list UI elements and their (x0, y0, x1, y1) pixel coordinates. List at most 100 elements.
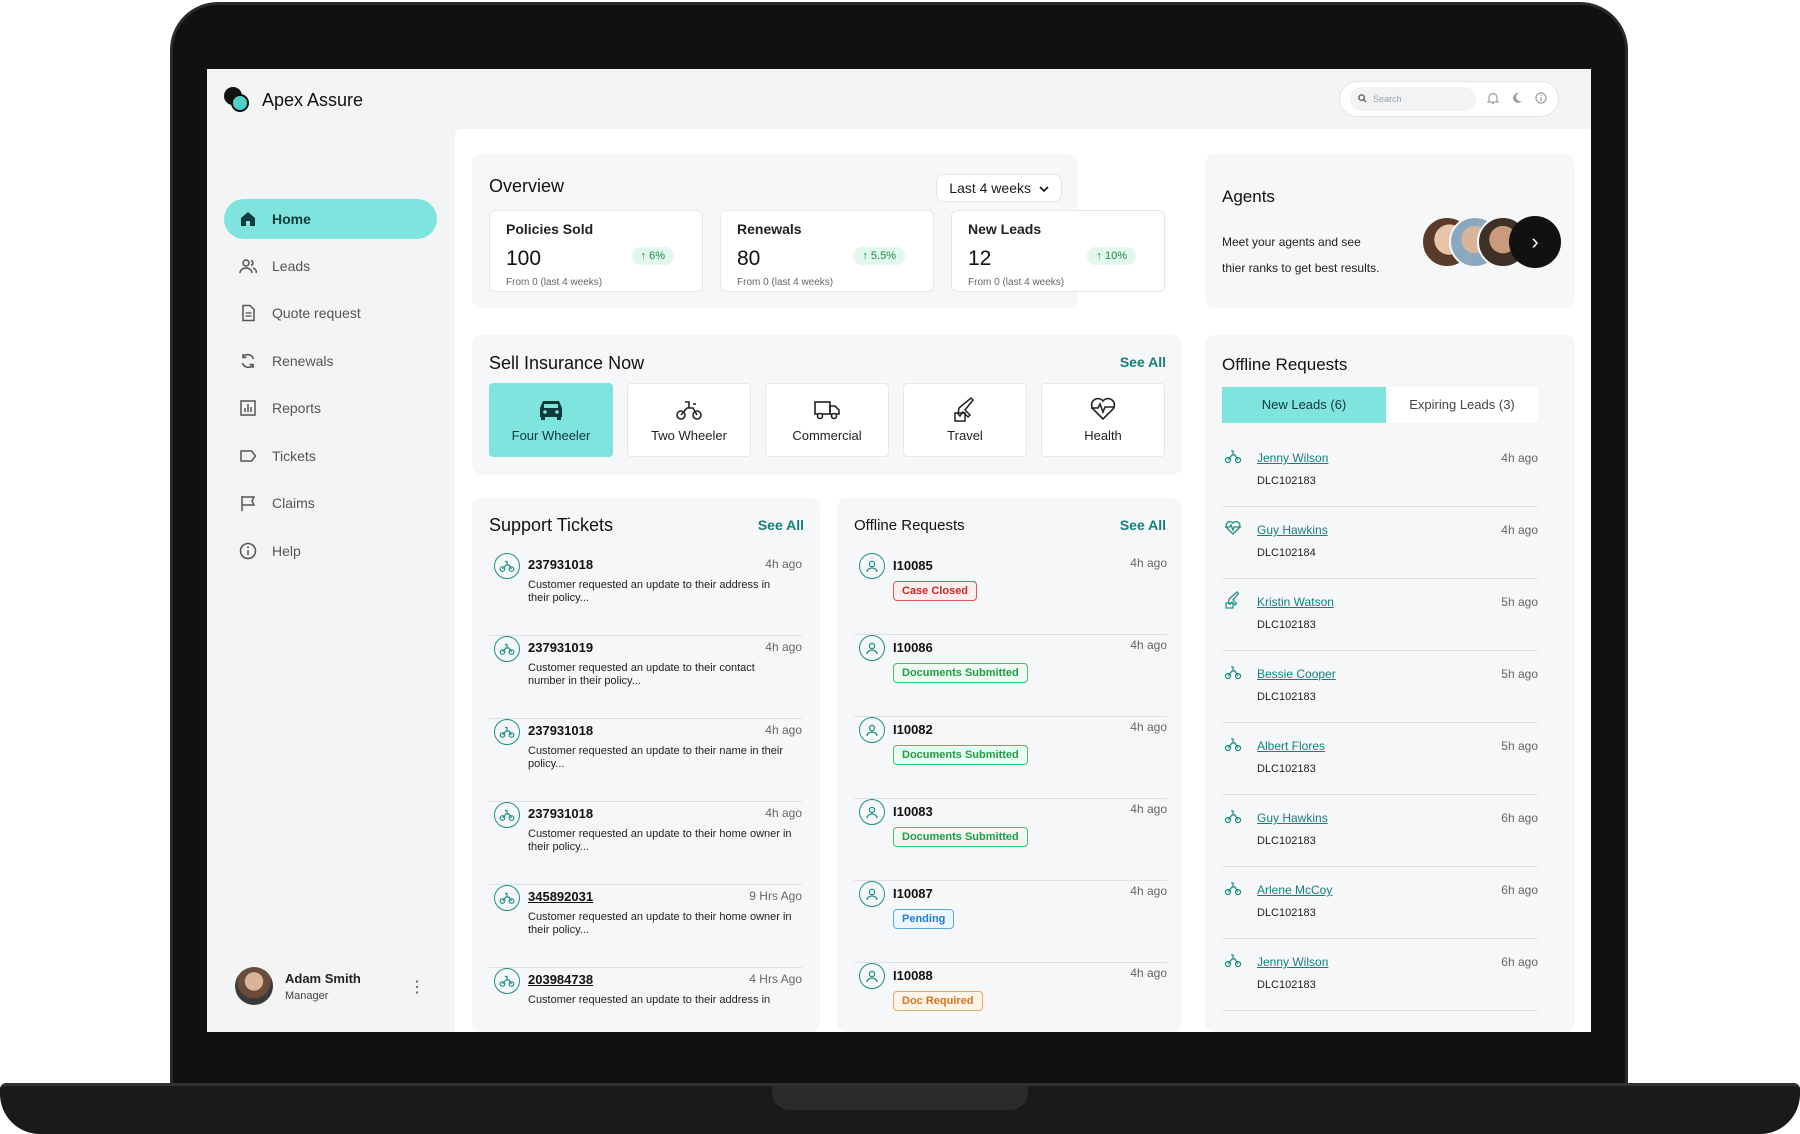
ticket-row[interactable]: 237931019 4h ago Customer requested an u… (489, 636, 802, 719)
lead-row[interactable]: Arlene McCoy DLC102183 6h ago (1222, 867, 1538, 939)
ticket-description: Customer requested an update to their co… (528, 662, 755, 687)
stat-card-renewals[interactable]: Renewals 80 From 0 (last 4 weeks) ↑ 5.5% (720, 210, 934, 292)
user-circle-icon (859, 635, 885, 661)
lead-name-link[interactable]: Jenny Wilson (1257, 451, 1329, 465)
moon-icon[interactable] (1510, 92, 1524, 106)
stat-value: 12 (968, 247, 992, 270)
request-time: 4h ago (1130, 556, 1167, 570)
lead-time: 5h ago (1501, 595, 1538, 609)
product-label: Four Wheeler (511, 428, 591, 443)
request-id: I10088 (893, 968, 933, 983)
sidebar-item-label: Quote request (272, 305, 361, 321)
ticket-row[interactable]: 203984738 4 Hrs Ago Customer requested a… (489, 968, 802, 1032)
product-four-wheeler[interactable]: Four Wheeler (489, 383, 613, 457)
stat-subtext: From 0 (last 4 weeks) (968, 277, 1065, 288)
scooter-icon (494, 553, 520, 579)
product-two-wheeler[interactable]: Two Wheeler (627, 383, 751, 457)
offline-request-row[interactable]: I10083 4h ago Documents Submitted (854, 799, 1167, 881)
overview-title: Overview (489, 176, 565, 196)
product-label: Two Wheeler (651, 428, 727, 443)
info-icon (238, 541, 258, 561)
sidebar-item-claims[interactable]: Claims (224, 483, 437, 523)
user-name: Adam Smith (285, 970, 361, 986)
sidebar-item-label: Home (272, 211, 311, 227)
offline-request-row[interactable]: I10088 4h ago Doc Required (854, 963, 1167, 1032)
lead-name-link[interactable]: Kristin Watson (1257, 595, 1334, 609)
lead-name-link[interactable]: Guy Hawkins (1257, 811, 1328, 825)
ticket-row[interactable]: 237931018 4h ago Customer requested an u… (489, 802, 802, 885)
product-health[interactable]: Health (1041, 383, 1165, 457)
offline-request-row[interactable]: I10087 4h ago Pending (854, 881, 1167, 963)
stat-value: 100 (506, 247, 542, 270)
lead-code: DLC102183 (1257, 619, 1316, 631)
lead-name-link[interactable]: Bessie Cooper (1257, 667, 1336, 681)
ticket-description: Customer requested an update to their ho… (528, 828, 792, 853)
ticket-id[interactable]: 345892031 (528, 889, 594, 904)
support-tickets-card: Support Tickets See All 237931018 4h ago… (472, 498, 820, 1032)
sidebar-item-quote-request[interactable]: Quote request (224, 293, 437, 333)
sidebar-item-reports[interactable]: Reports (224, 388, 437, 428)
lead-time: 6h ago (1501, 883, 1538, 897)
flag-icon (238, 493, 258, 513)
sidebar-item-leads[interactable]: Leads (224, 246, 437, 286)
lead-row[interactable]: Kristin Watson DLC102183 5h ago (1222, 579, 1538, 651)
ticket-row[interactable]: 237931018 4h ago Customer requested an u… (489, 553, 802, 636)
user-profile[interactable]: Adam Smith Manager ⋮ (235, 967, 425, 1005)
lead-code: DLC102183 (1257, 763, 1316, 775)
offline-request-row[interactable]: I10085 4h ago Case Closed (854, 553, 1167, 635)
stat-card-new-leads[interactable]: New Leads 12 From 0 (last 4 weeks) ↑ 10% (951, 210, 1165, 292)
sidebar-item-home[interactable]: Home (224, 199, 437, 239)
avatar (235, 967, 273, 1005)
lead-name-link[interactable]: Arlene McCoy (1257, 883, 1333, 897)
scooter-icon (1224, 951, 1242, 969)
more-vertical-icon[interactable]: ⋮ (409, 979, 425, 996)
request-time: 4h ago (1130, 802, 1167, 816)
lead-name-link[interactable]: Albert Flores (1257, 739, 1326, 753)
lead-row[interactable]: Jenny Wilson DLC102183 6h ago (1222, 939, 1538, 1011)
status-badge: Documents Submitted (893, 827, 1028, 847)
chevron-right-icon[interactable]: › (1509, 216, 1561, 268)
brand[interactable]: Apex Assure (224, 87, 363, 113)
tab-new-leads[interactable]: New Leads (6) (1222, 387, 1386, 423)
ticket-row[interactable]: 237931018 4h ago Customer requested an u… (489, 719, 802, 802)
sidebar-item-renewals[interactable]: Renewals (224, 341, 437, 381)
lead-name-link[interactable]: Guy Hawkins (1257, 523, 1328, 537)
status-badge: Pending (893, 909, 955, 929)
sidebar-item-label: Tickets (272, 448, 316, 464)
ticket-id[interactable]: 203984738 (528, 972, 594, 987)
lead-tabs: New Leads (6) Expiring Leads (3) (1222, 387, 1538, 423)
info-icon[interactable] (1534, 92, 1548, 106)
lead-row[interactable]: Guy Hawkins DLC102183 6h ago (1222, 795, 1538, 867)
offline-request-row[interactable]: I10082 4h ago Documents Submitted (854, 717, 1167, 799)
user-circle-icon (859, 717, 885, 743)
search-input[interactable]: Search (1350, 87, 1476, 111)
tab-expiring-leads[interactable]: Expiring Leads (3) (1409, 397, 1515, 412)
status-badge: Documents Submitted (893, 663, 1028, 683)
sidebar-item-tickets[interactable]: Tickets (224, 436, 437, 476)
top-bar: Apex Assure Search (207, 69, 1591, 129)
bell-icon[interactable] (1486, 92, 1500, 106)
see-all-link[interactable]: See All (757, 517, 804, 533)
search-placeholder: Search (1373, 94, 1402, 104)
product-commercial[interactable]: Commercial (765, 383, 889, 457)
lead-row[interactable]: Bessie Cooper DLC102183 5h ago (1222, 651, 1538, 723)
lead-time: 5h ago (1501, 667, 1538, 681)
lead-row[interactable]: Guy Hawkins DLC102184 4h ago (1222, 507, 1538, 579)
user-circle-icon (859, 799, 885, 825)
lead-code: DLC102183 (1257, 979, 1316, 991)
lead-time: 6h ago (1501, 955, 1538, 969)
offline-request-row[interactable]: I10086 4h ago Documents Submitted (854, 635, 1167, 717)
product-travel[interactable]: Travel (903, 383, 1027, 457)
range-select[interactable]: Last 4 weeks (936, 174, 1062, 202)
lead-row[interactable]: Jenny Wilson DLC102183 4h ago (1222, 435, 1538, 507)
ticket-row[interactable]: 345892031 9 Hrs Ago Customer requested a… (489, 885, 802, 968)
support-tickets-title: Support Tickets (489, 515, 614, 535)
stat-label: Policies Sold (506, 221, 594, 237)
lead-code: DLC102183 (1257, 835, 1316, 847)
sidebar-item-help[interactable]: Help (224, 531, 437, 571)
see-all-link[interactable]: See All (1119, 517, 1166, 533)
stat-card-policies-sold[interactable]: Policies Sold 100 From 0 (last 4 weeks) … (489, 210, 703, 292)
lead-name-link[interactable]: Jenny Wilson (1257, 955, 1329, 969)
see-all-link[interactable]: See All (1119, 354, 1166, 370)
lead-row[interactable]: Albert Flores DLC102183 5h ago (1222, 723, 1538, 795)
